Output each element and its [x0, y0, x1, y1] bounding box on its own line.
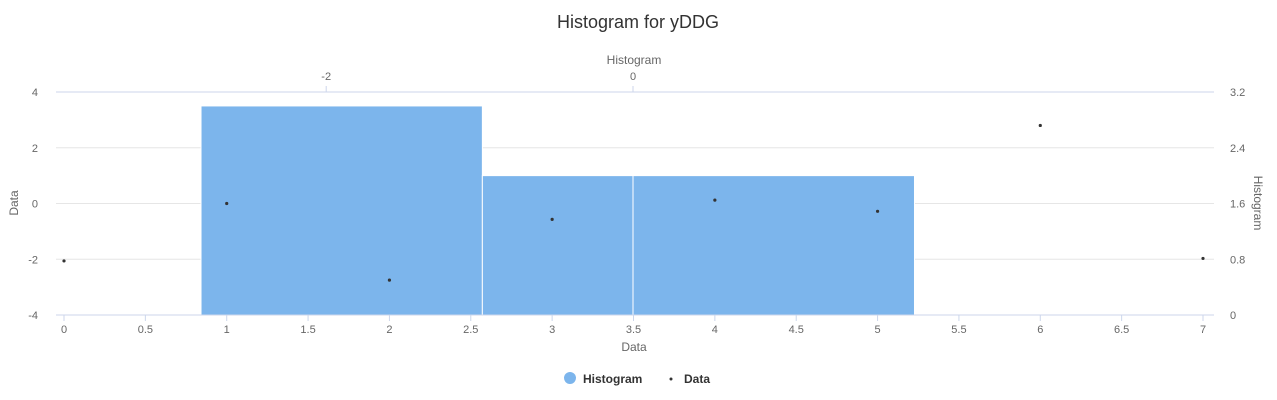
y2-tick-label-4: 3.2 [1230, 87, 1245, 99]
legend-histogram-label: Histogram [583, 372, 642, 386]
x-tick-label-5: 2.5 [463, 324, 478, 336]
legend-data-label: Data [684, 372, 710, 386]
legend-item-histogram[interactable]: Histogram [564, 372, 642, 386]
x2-axis-title: Histogram [607, 53, 662, 67]
legend-data-symbol [669, 377, 673, 381]
y-tick-label-2: 0 [32, 199, 38, 211]
y-axis-ticks: -4 -2 0 2 4 [28, 87, 38, 322]
x-tick-label-9: 4.5 [789, 324, 804, 336]
histogram-bar-2 [632, 175, 915, 316]
data-point-7 [1201, 256, 1205, 261]
data-point-1 [225, 201, 229, 206]
x-tick-label-1: 0.5 [138, 324, 153, 336]
data-point-4 [713, 198, 717, 202]
y2-tick-label-2: 1.6 [1230, 199, 1245, 211]
data-point-0 [62, 259, 66, 263]
legend-histogram-symbol [564, 372, 576, 384]
x-tick-label-12: 6 [1037, 324, 1043, 336]
y-tick-label-0: -4 [28, 310, 38, 322]
x-tick-label-13: 6.5 [1114, 324, 1129, 336]
histogram-bars [200, 105, 915, 316]
y2-tick-label-1: 0.8 [1230, 254, 1245, 266]
data-point-3 [550, 217, 554, 221]
x-tick-label-3: 1.5 [300, 324, 315, 336]
x-tick-label-2: 1 [224, 324, 230, 336]
legend-item-data[interactable]: Data [669, 372, 711, 386]
y-tick-label-3: 2 [32, 143, 38, 155]
x-tick-label-10: 5 [875, 324, 881, 336]
histogram-bar-0 [200, 105, 483, 316]
data-point-2 [387, 278, 392, 282]
x-tick-label-14: 7 [1200, 324, 1206, 336]
data-points [62, 123, 1205, 282]
x-tick-label-4: 2 [386, 324, 392, 336]
x2-tick-label-1: 0 [630, 71, 636, 83]
y2-tick-label-3: 2.4 [1230, 143, 1245, 155]
x2-tick-label-0: -2 [321, 71, 331, 83]
y2-tick-label-0: 0 [1230, 310, 1236, 322]
data-point-6 [1038, 123, 1042, 128]
x-axis-ticks: 0 0.5 1 1.5 2 2.5 3 3.5 4 4.5 5 5.5 6 6.5 7 [61, 315, 1206, 336]
y-axis-title: Data [7, 190, 21, 216]
x-tick-label-7: 3.5 [626, 324, 641, 336]
x-tick-label-0: 0 [61, 324, 67, 336]
y2-axis-title: Histogram [1251, 176, 1265, 231]
y-tick-label-1: -2 [28, 254, 38, 266]
x-tick-label-8: 4 [712, 324, 718, 336]
y-tick-label-4: 4 [32, 87, 38, 99]
chart-title: Histogram for yDDG [557, 12, 719, 32]
x-axis-title: Data [621, 340, 647, 354]
x-tick-label-11: 5.5 [951, 324, 966, 336]
data-point-5 [875, 209, 880, 213]
y2-axis-ticks: 0 0.8 1.6 2.4 3.2 [1230, 87, 1245, 322]
histogram-bar-1 [481, 175, 634, 316]
x2-axis-ticks: -2 0 [321, 71, 636, 92]
x-tick-label-6: 3 [549, 324, 555, 336]
legend: Histogram Data [564, 372, 710, 386]
